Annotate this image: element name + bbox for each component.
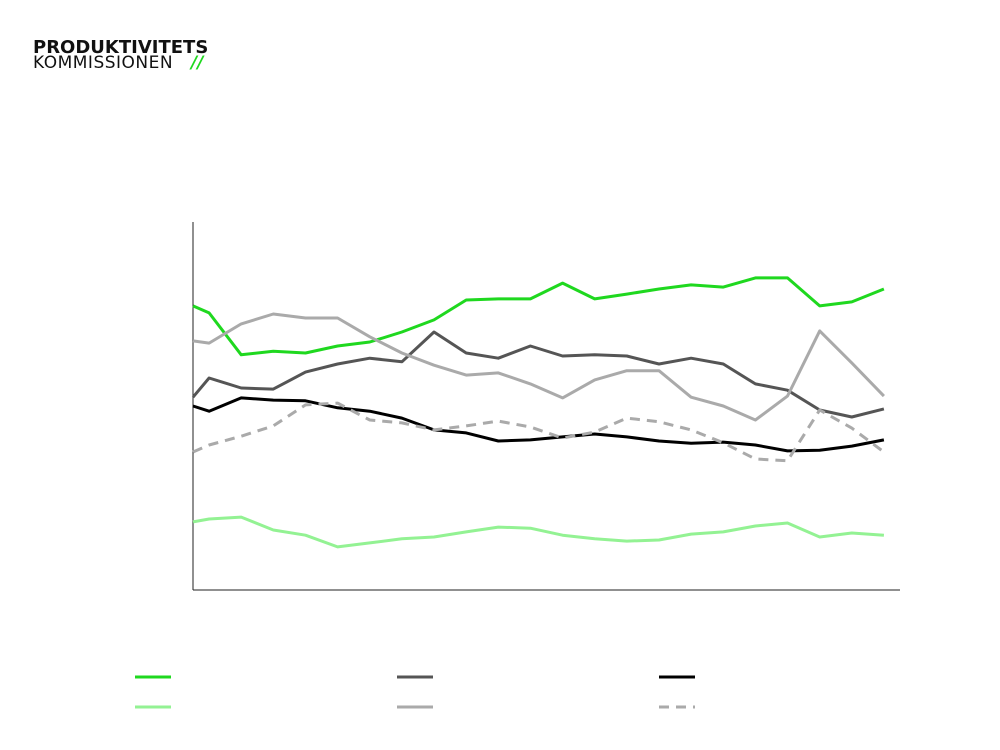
series-line (192, 396, 885, 453)
series-line (192, 312, 885, 422)
logo-line1: PRODUKTIVITETS (33, 37, 208, 58)
series-line (192, 276, 885, 357)
series-line (191, 330, 885, 419)
series-line (192, 515, 885, 549)
series-line (192, 401, 885, 463)
logo-mark: // (189, 53, 205, 73)
logo-line2: KOMMISSIONEN (33, 53, 173, 73)
